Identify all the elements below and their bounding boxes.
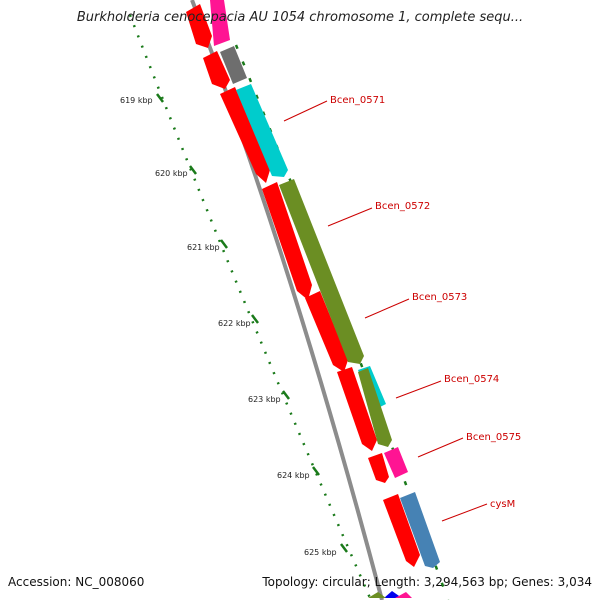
cds-feature	[305, 291, 348, 372]
ruler-tick-625	[340, 543, 348, 553]
cds-feature	[220, 46, 247, 84]
sequence-title: Burkholderia cenocepacia AU 1054 chromos…	[76, 10, 524, 25]
gene-bcen-0571[interactable]	[236, 84, 288, 177]
gene-label-bcen-0572[interactable]: Bcen_0572	[375, 201, 430, 212]
length-value: 3,294,563 bp	[423, 575, 504, 589]
cds-feature	[368, 592, 386, 598]
genes-value: 3,034	[557, 575, 592, 589]
cds-feature	[203, 51, 230, 89]
cds-feature	[220, 87, 270, 183]
callout-line	[395, 380, 442, 399]
gene-bcen-0572[interactable]	[279, 179, 364, 364]
cds-feature	[186, 4, 212, 48]
genes-label: Genes:	[511, 575, 554, 589]
ruler-label-622: 622 kbp	[218, 319, 251, 328]
footer-summary: Topology: circular; Length: 3,294,563 bp…	[262, 575, 592, 589]
footer-accession: Accession: NC_008060	[8, 575, 144, 589]
gene-label-bcen-0573[interactable]: Bcen_0573	[412, 292, 467, 303]
ruler-label-623: 623 kbp	[248, 395, 281, 404]
gene-label-bcen-0575[interactable]: Bcen_0575	[466, 432, 521, 443]
ruler-tick-619	[156, 93, 164, 103]
callout-line	[327, 207, 373, 227]
cds-feature	[383, 494, 420, 567]
gene-label-bcen-0574[interactable]: Bcen_0574	[444, 374, 499, 385]
callout-line	[441, 503, 488, 522]
gene-cysm[interactable]	[400, 492, 440, 568]
callout-line	[364, 298, 410, 319]
gene-bcen-0575[interactable]	[384, 447, 408, 478]
ruler-label-620: 620 kbp	[155, 169, 188, 178]
callout-line	[283, 100, 328, 122]
ruler-label-621: 621 kbp	[187, 243, 220, 252]
gene-label-cysm[interactable]: cysM	[490, 499, 515, 510]
ruler-tick-620	[189, 165, 197, 175]
length-label: Length:	[374, 575, 421, 589]
accession-value: NC_008060	[75, 575, 145, 589]
ruler-tick-622	[251, 314, 259, 324]
ruler-tick-624	[312, 466, 320, 476]
cds-feature	[337, 367, 377, 451]
inner-track-genes	[186, 4, 420, 598]
ruler-label-624: 624 kbp	[277, 471, 310, 480]
callout-line	[417, 437, 464, 458]
topology-value: circular	[322, 575, 367, 589]
cds-feature	[262, 182, 312, 300]
gene-labels: Bcen_0571 Bcen_0572 Bcen_0573 Bcen_0574 …	[283, 95, 521, 522]
ruler-tick-623	[282, 390, 290, 400]
topology-label: Topology:	[262, 575, 319, 589]
gene-bcen-0574[interactable]	[358, 368, 392, 447]
outer-track-genes	[210, 0, 440, 598]
ruler-label-625: 625 kbp	[304, 548, 337, 557]
gene-label-bcen-0571[interactable]: Bcen_0571	[330, 95, 385, 106]
cds-feature	[384, 591, 402, 598]
ruler-label-619: 619 kbp	[120, 96, 153, 105]
accession-label: Accession:	[8, 575, 72, 589]
ruler-tick-621	[220, 239, 228, 249]
ruler-dots	[128, 14, 372, 599]
cds-feature	[368, 453, 389, 483]
backbone-arc	[190, 0, 384, 600]
cds-feature	[210, 0, 230, 46]
cds-feature	[395, 592, 412, 598]
